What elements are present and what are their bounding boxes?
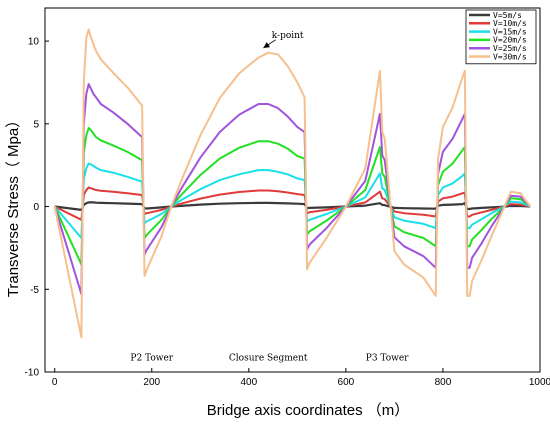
annotation-1: k-point: [272, 31, 304, 41]
y-tick-label: 5: [33, 119, 39, 130]
x-tick-label: 400: [240, 377, 257, 388]
x-tick-label: 800: [435, 377, 452, 388]
series-line-1: [54, 201, 531, 211]
x-tick-label: 200: [143, 377, 160, 388]
series-line-5: [53, 83, 532, 296]
x-tick-label: 1000: [529, 377, 550, 388]
series-line-3: [53, 162, 531, 239]
series-line-6: [53, 28, 532, 339]
annotation-arrow-head: [263, 42, 271, 49]
y-tick-label: 0: [33, 202, 39, 213]
legend-label: V=30m/s: [493, 52, 527, 61]
legend-label: V=5m/s: [493, 11, 522, 20]
y-tick-label: -10: [25, 368, 40, 379]
legend-box: [465, 9, 537, 65]
x-tick-label: 0: [52, 377, 58, 388]
legend-label: V=20m/s: [493, 36, 527, 45]
y-tick-label: -5: [30, 285, 39, 296]
annotation-2: P2 Tower: [130, 353, 173, 363]
y-tick-label: 10: [28, 37, 40, 48]
legend-label: V=10m/s: [493, 19, 527, 28]
annotation-3: Closure Segment: [229, 353, 308, 363]
x-tick-label: 600: [338, 377, 355, 388]
legend: V=5m/sV=10m/sV=15m/sV=20m/sV=25m/sV=30m/…: [465, 9, 537, 65]
plot-frame: [44, 7, 541, 373]
series-line-4: [53, 127, 531, 266]
plot-area: 0 200 400 600 800 1000 -10 -5 0 5 10 k-point P2 Towe…: [25, 7, 550, 388]
y-axis-label: Transverse Stress（ Mpa）: [5, 113, 22, 298]
legend-label: V=15m/s: [493, 27, 527, 36]
annotation-4: P3 Tower: [366, 353, 409, 363]
x-axis-label: Bridge axis coordinates （m）: [207, 402, 410, 419]
legend-label: V=25m/s: [493, 44, 527, 53]
